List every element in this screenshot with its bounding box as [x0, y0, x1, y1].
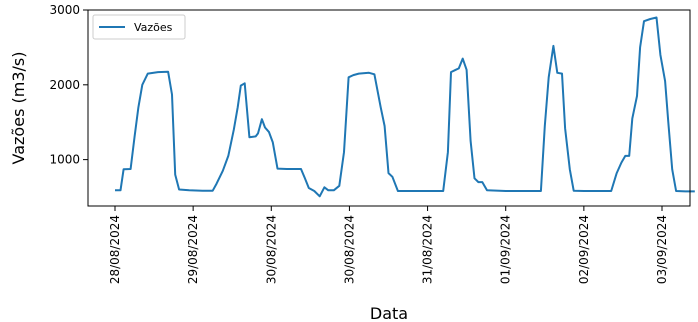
series-line-vazoes: [115, 16, 695, 198]
x-axis-ticks: 28/08/2024 29/08/2024 30/08/2024 30/08/2024…: [108, 206, 669, 284]
y-tick-label: 2000: [49, 78, 80, 92]
legend-label-vazoes: Vazões: [134, 21, 173, 34]
x-tick-label: 02/09/2024: [577, 215, 591, 284]
y-axis-ticks: 1000 2000 3000: [49, 3, 88, 167]
x-tick-label: 28/08/2024: [108, 215, 122, 284]
x-tick-label: 01/09/2024: [499, 215, 513, 284]
x-axis-label: Data: [370, 304, 408, 322]
plot-area: [115, 16, 695, 198]
legend: Vazões: [92, 14, 186, 40]
x-tick-label: 30/08/2024: [264, 215, 278, 284]
plot-frame: [87, 9, 691, 207]
y-axis-label: Vazões (m3/s): [9, 52, 28, 165]
legend-box: [92, 14, 186, 40]
x-tick-label: 29/08/2024: [186, 215, 200, 284]
y-tick-label: 1000: [49, 153, 80, 167]
x-tick-label: 03/09/2024: [655, 215, 669, 284]
x-tick-label: 31/08/2024: [421, 215, 435, 284]
y-tick-label: 3000: [49, 3, 80, 17]
x-tick-label: 30/08/2024: [342, 215, 356, 284]
